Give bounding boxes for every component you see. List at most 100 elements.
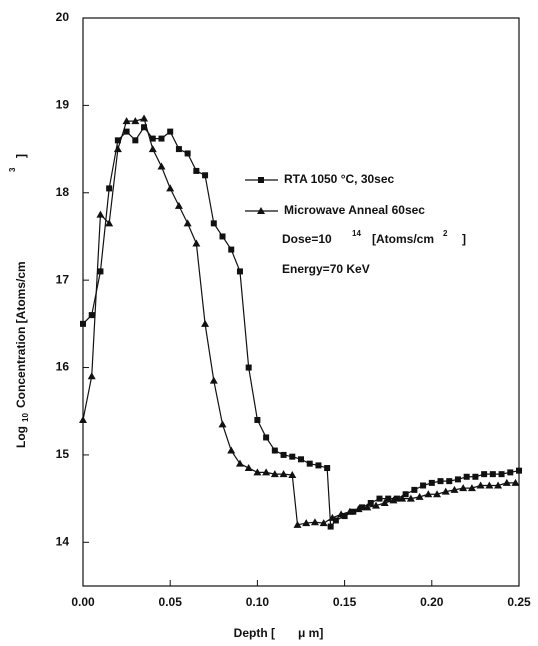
y-tick-label: 20 xyxy=(56,10,70,24)
marker-triangle xyxy=(122,117,131,125)
marker-triangle xyxy=(244,464,253,472)
legend-label: Microwave Anneal 60sec xyxy=(284,203,425,217)
marker-square xyxy=(350,508,357,515)
marker-square xyxy=(132,137,139,144)
marker-square xyxy=(367,499,374,506)
marker-square xyxy=(245,364,252,371)
marker-square xyxy=(489,471,496,478)
marker-square xyxy=(315,462,322,469)
marker-triangle xyxy=(345,507,354,515)
marker-triangle xyxy=(201,319,210,327)
marker-square xyxy=(516,467,522,474)
y-tick-label: 19 xyxy=(56,98,70,112)
marker-square xyxy=(402,491,409,498)
marker-triangle xyxy=(441,487,450,495)
marker-square xyxy=(385,495,392,502)
x-tick-label: 0.00 xyxy=(71,595,95,609)
marker-triangle xyxy=(450,485,459,493)
marker-triangle xyxy=(380,498,389,506)
marker-triangle xyxy=(485,481,494,489)
marker-square xyxy=(472,473,479,480)
y-label-sub: 10 xyxy=(21,413,30,422)
marker-triangle xyxy=(131,117,140,125)
x-axis-label: Depth [ xyxy=(234,626,275,640)
marker-triangle xyxy=(476,481,485,489)
marker-square xyxy=(359,504,366,511)
marker-square xyxy=(376,495,383,502)
x-tick-label: 0.05 xyxy=(159,595,183,609)
legend-marker xyxy=(257,207,265,214)
marker-square xyxy=(463,473,470,480)
marker-square xyxy=(210,220,217,227)
y-label-rest: Concentration [Atoms/cm xyxy=(14,261,28,408)
marker-square xyxy=(437,478,444,485)
marker-square xyxy=(167,128,174,135)
y-tick-label: 18 xyxy=(56,185,70,199)
x-tick-label: 0.15 xyxy=(333,595,357,609)
marker-square xyxy=(236,268,243,275)
marker-triangle xyxy=(433,490,442,498)
marker-square xyxy=(175,146,182,153)
y-tick-label: 16 xyxy=(56,360,70,374)
marker-square xyxy=(454,476,461,483)
x-tick-label: 0.25 xyxy=(507,595,531,609)
dose-unit-sup: 2 xyxy=(443,229,448,238)
marker-triangle xyxy=(279,470,288,478)
marker-triangle xyxy=(192,239,201,247)
series-line xyxy=(82,126,520,529)
marker-triangle xyxy=(113,145,122,153)
marker-triangle xyxy=(424,490,433,498)
marker-square xyxy=(114,137,121,144)
marker-square xyxy=(428,479,435,486)
marker-square xyxy=(106,185,113,192)
marker-triangle xyxy=(363,503,372,511)
marker-triangle xyxy=(319,519,328,527)
marker-triangle xyxy=(262,468,271,476)
y-label-text: Log xyxy=(14,426,28,448)
marker-square xyxy=(149,135,156,142)
marker-square xyxy=(298,456,304,463)
marker-triangle xyxy=(328,513,337,521)
marker-triangle xyxy=(183,219,192,227)
marker-triangle xyxy=(140,114,149,122)
marker-square xyxy=(271,447,278,454)
x-tick-label: 0.10 xyxy=(246,595,270,609)
marker-square xyxy=(80,320,86,327)
dose-sup: 14 xyxy=(352,229,361,238)
y-axis-label: Log 10 Concentration [Atoms/cm 3 ] xyxy=(8,154,30,448)
marker-triangle xyxy=(389,496,398,504)
marker-square xyxy=(507,469,514,476)
marker-square xyxy=(97,268,104,275)
marker-triangle xyxy=(459,484,468,492)
marker-triangle xyxy=(79,415,87,423)
marker-square xyxy=(411,486,418,493)
marker-triangle xyxy=(218,420,227,428)
marker-triangle xyxy=(235,459,244,467)
marker-triangle xyxy=(467,484,476,492)
energy-text: Energy=70 KeV xyxy=(282,262,370,276)
marker-triangle xyxy=(270,470,279,478)
marker-square xyxy=(498,471,505,478)
marker-triangle xyxy=(174,201,183,209)
dose-unit: [Atoms/cm xyxy=(372,232,434,246)
marker-triangle xyxy=(148,145,157,153)
marker-square xyxy=(219,233,226,240)
marker-triangle xyxy=(415,492,424,500)
marker-triangle xyxy=(253,468,262,476)
y-label-end: ] xyxy=(14,154,28,158)
marker-triangle xyxy=(227,446,236,454)
marker-square xyxy=(446,478,453,485)
y-tick-label: 15 xyxy=(56,447,70,461)
marker-triangle xyxy=(166,184,175,192)
marker-triangle xyxy=(209,376,218,384)
legend-label: RTA 1050 °C, 30sec xyxy=(284,172,395,186)
marker-triangle xyxy=(371,501,380,509)
marker-square xyxy=(481,471,488,478)
x-axis-unit: μ m] xyxy=(298,626,323,640)
marker-square xyxy=(327,523,334,530)
marker-square xyxy=(263,434,270,441)
x-tick-label: 0.20 xyxy=(420,595,444,609)
legend-marker xyxy=(258,177,264,183)
marker-triangle xyxy=(310,518,319,526)
